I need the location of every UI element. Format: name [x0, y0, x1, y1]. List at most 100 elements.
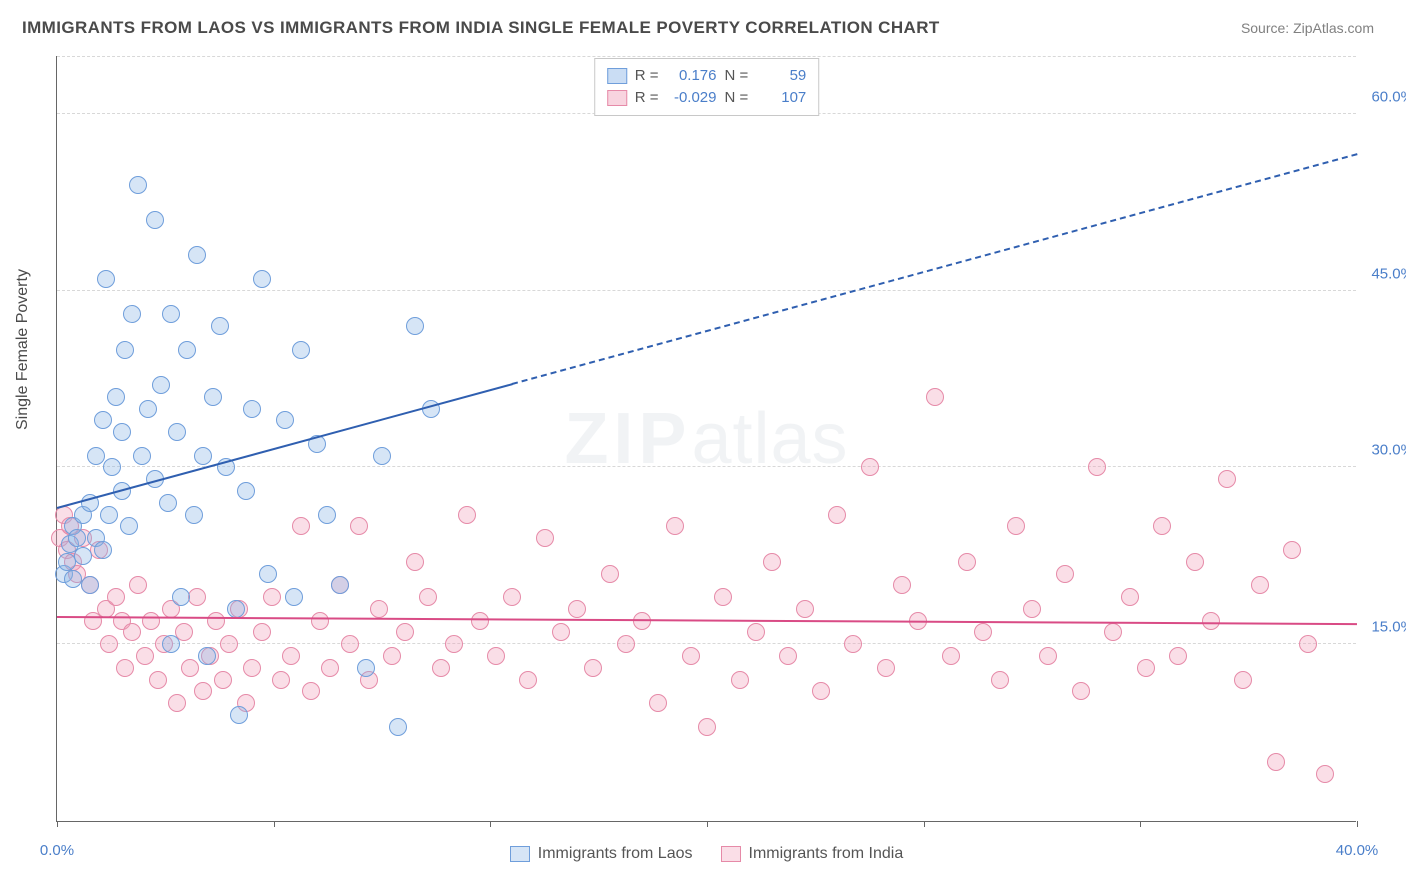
- scatter-point-laos: [133, 447, 151, 465]
- scatter-point-india: [958, 553, 976, 571]
- scatter-point-laos: [188, 246, 206, 264]
- scatter-point-india: [552, 623, 570, 641]
- scatter-point-laos: [389, 718, 407, 736]
- gridline-h: [57, 290, 1356, 291]
- scatter-point-india: [1251, 576, 1269, 594]
- x-tick: [57, 821, 58, 827]
- scatter-point-india: [536, 529, 554, 547]
- scatter-point-laos: [146, 211, 164, 229]
- scatter-point-laos: [331, 576, 349, 594]
- legend-stats: R = 0.176 N = 59 R = -0.029 N = 107: [594, 58, 820, 116]
- legend-r-label: R =: [635, 87, 659, 109]
- scatter-point-india: [1088, 458, 1106, 476]
- scatter-point-india: [1104, 623, 1122, 641]
- scatter-point-laos: [237, 482, 255, 500]
- source-attribution: Source: ZipAtlas.com: [1241, 20, 1374, 36]
- scatter-point-laos: [139, 400, 157, 418]
- scatter-point-india: [1316, 765, 1334, 783]
- scatter-point-india: [682, 647, 700, 665]
- scatter-point-india: [1283, 541, 1301, 559]
- scatter-point-india: [370, 600, 388, 618]
- scatter-point-laos: [94, 411, 112, 429]
- scatter-point-india: [220, 635, 238, 653]
- x-tick: [1357, 821, 1358, 827]
- scatter-point-laos: [259, 565, 277, 583]
- scatter-point-india: [796, 600, 814, 618]
- scatter-point-india: [1202, 612, 1220, 630]
- scatter-point-india: [1153, 517, 1171, 535]
- legend-swatch-india: [607, 90, 627, 106]
- scatter-point-laos: [152, 376, 170, 394]
- x-tick: [924, 821, 925, 827]
- scatter-point-laos: [178, 341, 196, 359]
- scatter-point-india: [100, 635, 118, 653]
- gridline-h: [57, 643, 1356, 644]
- y-axis-label: Single Female Poverty: [14, 269, 32, 430]
- legend-n-label: N =: [725, 87, 749, 109]
- scatter-point-india: [253, 623, 271, 641]
- chart-plot-area: ZIPatlas R = 0.176 N = 59 R = -0.029 N =…: [56, 56, 1356, 822]
- scatter-point-india: [1169, 647, 1187, 665]
- scatter-point-india: [168, 694, 186, 712]
- scatter-point-laos: [113, 423, 131, 441]
- scatter-point-india: [926, 388, 944, 406]
- scatter-point-india: [214, 671, 232, 689]
- scatter-point-india: [136, 647, 154, 665]
- legend-item-india: Immigrants from India: [721, 845, 904, 863]
- scatter-point-laos: [123, 305, 141, 323]
- scatter-point-india: [432, 659, 450, 677]
- scatter-point-india: [282, 647, 300, 665]
- scatter-point-laos: [230, 706, 248, 724]
- scatter-point-laos: [129, 176, 147, 194]
- scatter-point-india: [311, 612, 329, 630]
- scatter-point-india: [1299, 635, 1317, 653]
- scatter-point-india: [1007, 517, 1025, 535]
- scatter-point-laos: [253, 270, 271, 288]
- scatter-point-laos: [68, 529, 86, 547]
- scatter-point-india: [142, 612, 160, 630]
- x-tick-label: 40.0%: [1336, 842, 1379, 859]
- scatter-point-india: [568, 600, 586, 618]
- scatter-point-laos: [162, 305, 180, 323]
- trendline-laos: [57, 383, 513, 509]
- chart-title: IMMIGRANTS FROM LAOS VS IMMIGRANTS FROM …: [22, 18, 940, 38]
- scatter-point-laos: [198, 647, 216, 665]
- scatter-point-laos: [373, 447, 391, 465]
- scatter-point-india: [731, 671, 749, 689]
- legend-r-value-laos: 0.176: [667, 65, 717, 87]
- legend-series: Immigrants from Laos Immigrants from Ind…: [57, 845, 1356, 863]
- scatter-point-laos: [159, 494, 177, 512]
- legend-swatch-laos: [607, 68, 627, 84]
- x-tick: [274, 821, 275, 827]
- scatter-point-india: [243, 659, 261, 677]
- scatter-point-india: [617, 635, 635, 653]
- y-tick-label: 15.0%: [1364, 619, 1406, 636]
- scatter-point-india: [1121, 588, 1139, 606]
- x-tick: [490, 821, 491, 827]
- scatter-point-india: [129, 576, 147, 594]
- scatter-point-india: [1186, 553, 1204, 571]
- scatter-point-india: [181, 659, 199, 677]
- scatter-point-india: [747, 623, 765, 641]
- scatter-point-india: [649, 694, 667, 712]
- scatter-point-laos: [107, 388, 125, 406]
- scatter-point-india: [503, 588, 521, 606]
- scatter-point-india: [292, 517, 310, 535]
- scatter-point-laos: [87, 447, 105, 465]
- scatter-point-india: [666, 517, 684, 535]
- scatter-point-laos: [172, 588, 190, 606]
- scatter-point-india: [698, 718, 716, 736]
- scatter-point-india: [321, 659, 339, 677]
- scatter-point-laos: [211, 317, 229, 335]
- scatter-point-laos: [243, 400, 261, 418]
- scatter-point-india: [207, 612, 225, 630]
- scatter-point-laos: [116, 341, 134, 359]
- scatter-point-india: [1137, 659, 1155, 677]
- scatter-point-india: [341, 635, 359, 653]
- scatter-point-india: [601, 565, 619, 583]
- scatter-point-laos: [74, 547, 92, 565]
- legend-row-india: R = -0.029 N = 107: [607, 87, 807, 109]
- scatter-point-india: [1234, 671, 1252, 689]
- scatter-point-laos: [100, 506, 118, 524]
- scatter-point-india: [763, 553, 781, 571]
